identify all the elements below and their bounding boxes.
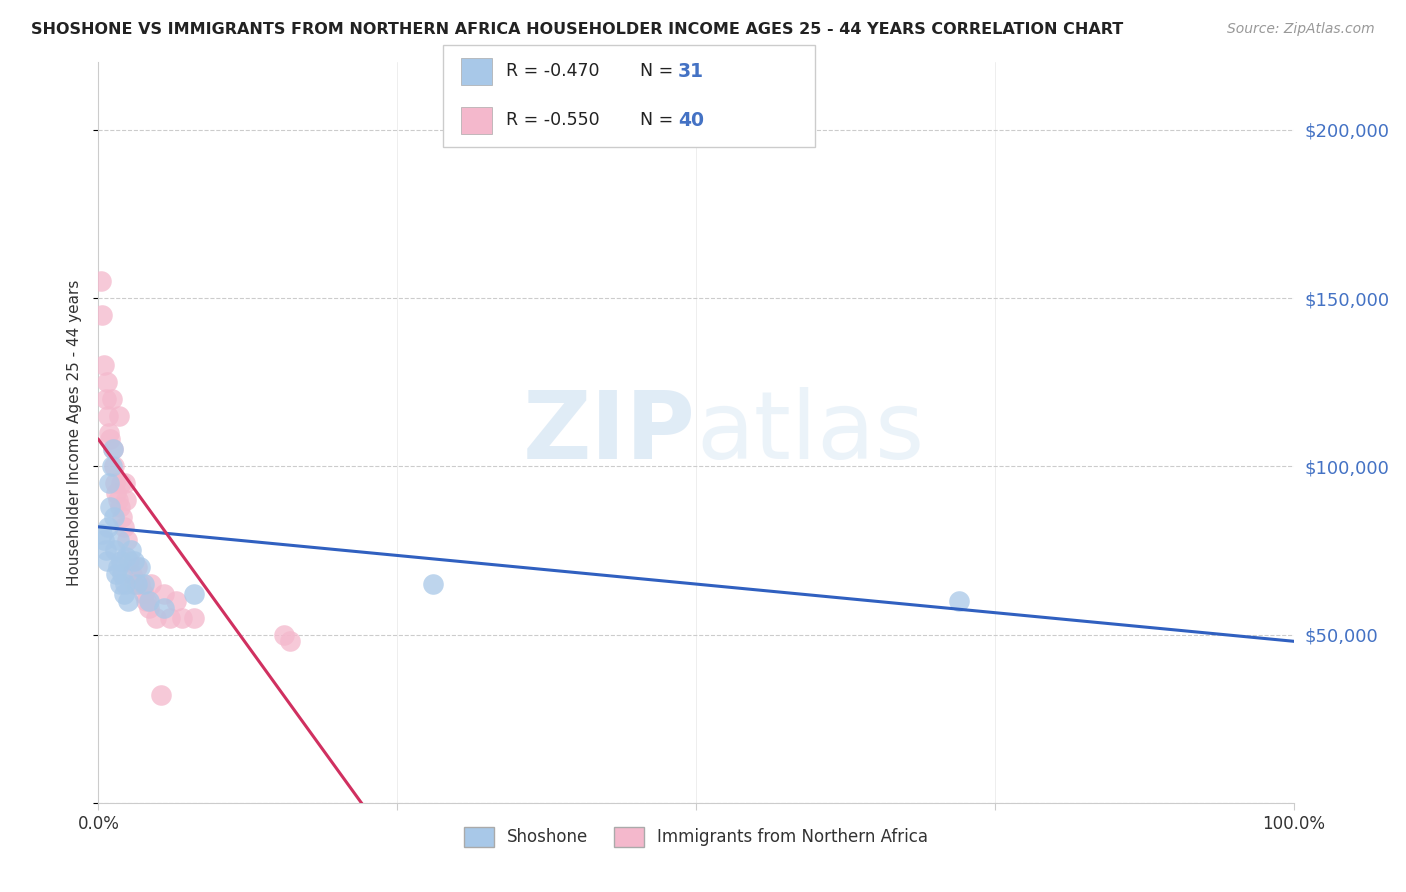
Point bbox=[98, 433, 122, 447]
Point bbox=[111, 509, 134, 524]
Point bbox=[129, 560, 152, 574]
Point bbox=[115, 550, 138, 565]
Point bbox=[94, 543, 117, 558]
Point bbox=[108, 500, 131, 514]
Point bbox=[94, 392, 117, 406]
Text: 40: 40 bbox=[678, 111, 703, 130]
Point bbox=[96, 553, 118, 567]
Point bbox=[98, 476, 121, 491]
Point bbox=[145, 610, 167, 624]
Point bbox=[115, 492, 138, 507]
Point bbox=[422, 577, 444, 591]
Point bbox=[121, 566, 143, 581]
Point bbox=[183, 587, 205, 601]
Text: ZIP: ZIP bbox=[523, 386, 696, 479]
Point bbox=[100, 459, 122, 474]
Legend: Shoshone, Immigrants from Northern Africa: Shoshone, Immigrants from Northern Afric… bbox=[457, 820, 935, 854]
Point bbox=[101, 442, 124, 457]
Point bbox=[273, 627, 295, 641]
Point bbox=[159, 610, 181, 624]
Point bbox=[132, 577, 155, 591]
Point bbox=[104, 543, 127, 558]
Text: N =: N = bbox=[640, 62, 679, 80]
Point bbox=[101, 442, 124, 457]
Text: Source: ZipAtlas.com: Source: ZipAtlas.com bbox=[1227, 22, 1375, 37]
Point bbox=[165, 594, 187, 608]
Point bbox=[183, 610, 205, 624]
Point bbox=[98, 425, 121, 440]
Point bbox=[129, 577, 152, 591]
Point bbox=[153, 600, 176, 615]
Text: atlas: atlas bbox=[696, 386, 924, 479]
Point bbox=[96, 375, 118, 389]
Point bbox=[278, 634, 301, 648]
Point bbox=[107, 560, 129, 574]
Point bbox=[138, 594, 160, 608]
Point bbox=[100, 392, 122, 406]
Point bbox=[90, 274, 112, 288]
Point bbox=[114, 577, 136, 591]
Point bbox=[103, 459, 125, 474]
Point bbox=[117, 594, 139, 608]
Point bbox=[97, 520, 120, 534]
Point bbox=[132, 587, 155, 601]
Point bbox=[103, 509, 125, 524]
Point bbox=[125, 560, 148, 574]
Point bbox=[110, 553, 132, 567]
Point bbox=[105, 486, 128, 500]
Point bbox=[149, 688, 172, 702]
Point bbox=[98, 500, 122, 514]
Text: N =: N = bbox=[640, 112, 679, 129]
Point bbox=[124, 553, 146, 567]
Point bbox=[125, 577, 148, 591]
Point bbox=[112, 520, 135, 534]
Point bbox=[107, 409, 129, 423]
Point bbox=[93, 533, 115, 548]
Point bbox=[172, 610, 194, 624]
Point bbox=[91, 526, 114, 541]
Y-axis label: Householder Income Ages 25 - 44 years: Householder Income Ages 25 - 44 years bbox=[67, 279, 83, 586]
Text: 31: 31 bbox=[678, 62, 703, 81]
Point bbox=[110, 476, 132, 491]
Point bbox=[91, 308, 114, 322]
Point bbox=[948, 594, 970, 608]
Point bbox=[135, 594, 157, 608]
Point bbox=[115, 533, 138, 548]
Point bbox=[138, 600, 160, 615]
Point bbox=[118, 553, 141, 567]
Text: R = -0.470: R = -0.470 bbox=[506, 62, 600, 80]
Text: SHOSHONE VS IMMIGRANTS FROM NORTHERN AFRICA HOUSEHOLDER INCOME AGES 25 - 44 YEAR: SHOSHONE VS IMMIGRANTS FROM NORTHERN AFR… bbox=[31, 22, 1123, 37]
Point bbox=[111, 566, 134, 581]
Point bbox=[153, 587, 176, 601]
Point bbox=[112, 587, 135, 601]
Point bbox=[124, 577, 146, 591]
Point bbox=[120, 543, 142, 558]
Text: R = -0.550: R = -0.550 bbox=[506, 112, 600, 129]
Point bbox=[104, 476, 127, 491]
Point bbox=[114, 476, 136, 491]
Point bbox=[97, 409, 120, 423]
Point bbox=[139, 577, 162, 591]
Point bbox=[108, 577, 131, 591]
Point bbox=[93, 359, 115, 373]
Point bbox=[107, 533, 129, 548]
Point bbox=[105, 566, 128, 581]
Point bbox=[107, 492, 129, 507]
